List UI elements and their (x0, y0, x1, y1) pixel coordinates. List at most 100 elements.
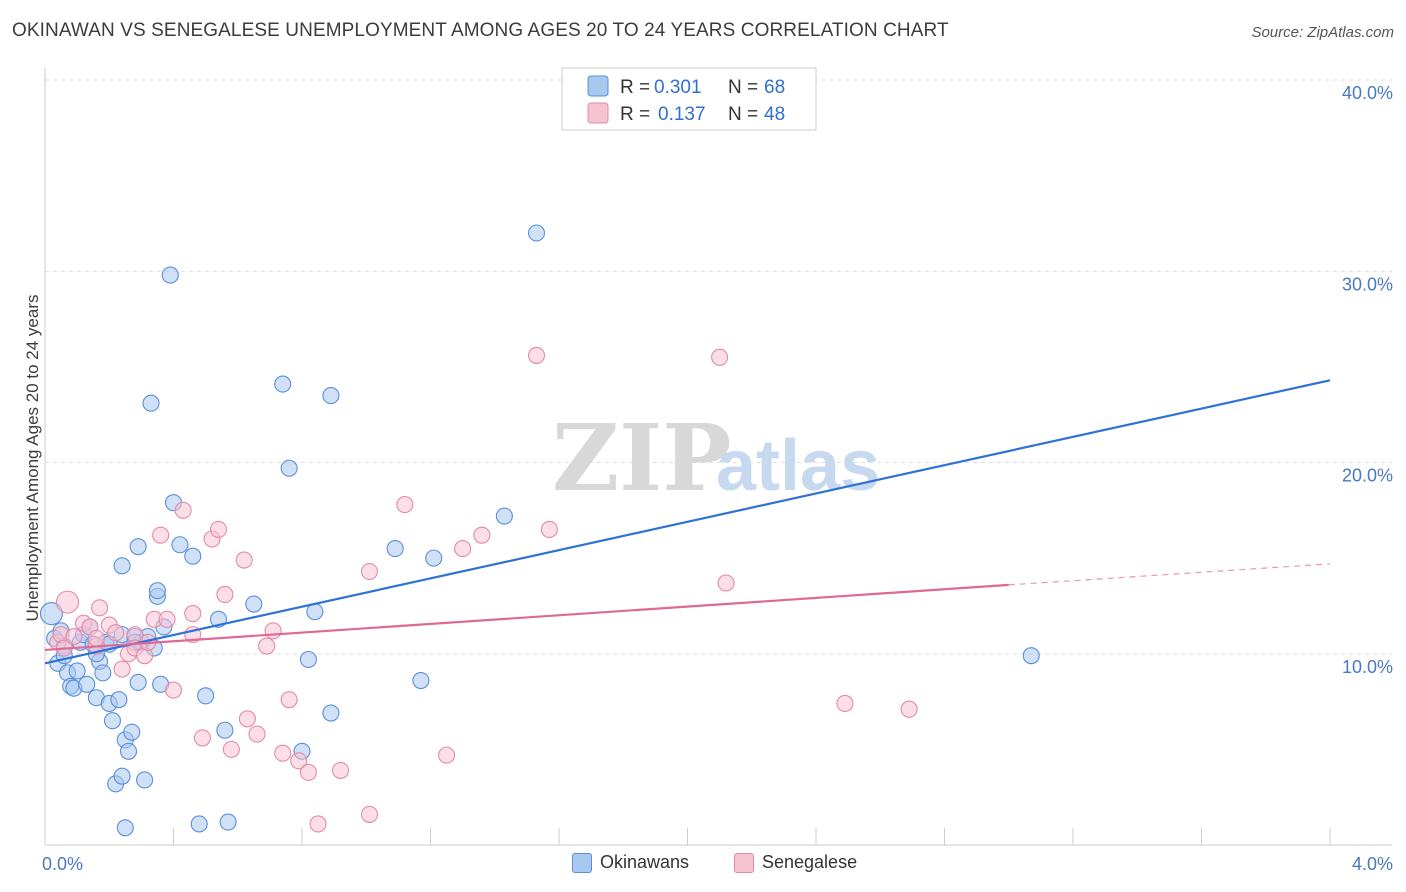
y-tick-label-3: 40.0% (1342, 83, 1393, 103)
okinawans-point-64 (1022, 647, 1040, 665)
senegalese-point-11 (107, 624, 125, 642)
bottom-legend-okinawans: Okinawans (572, 852, 689, 873)
senegalese-point-19 (152, 526, 170, 544)
okinawans-point-57 (322, 704, 340, 722)
okinawans-point-61 (425, 549, 443, 567)
okinawans-point-24 (113, 767, 131, 785)
series-okinawans-points (39, 224, 1040, 837)
okinawans-point-27 (116, 819, 134, 837)
senegalese-point-12 (113, 660, 131, 678)
senegalese-point-41 (360, 805, 379, 823)
legend-n-value-2: 48 (764, 104, 785, 125)
senegalese-point-9 (91, 599, 109, 617)
trend-lines (44, 379, 1331, 665)
bottom-legend-swatch-senegalese (734, 852, 754, 873)
okinawans-point-44 (171, 536, 189, 554)
senegalese-point-8 (87, 629, 105, 648)
senegalese-point-45 (454, 540, 472, 558)
x-tick-label-1: 4.0% (1352, 854, 1393, 874)
senegalese-point-38 (299, 763, 317, 781)
okinawans-point-49 (216, 721, 234, 739)
okinawans-point-39 (148, 582, 166, 600)
senegalese-point-48 (540, 520, 558, 538)
y-tick-labels: 10.0% 20.0% 30.0% 40.0% (1342, 83, 1393, 677)
okinawans-point-34 (136, 771, 154, 789)
senegalese-point-29 (222, 740, 240, 758)
x-tick-label-0: 0.0% (42, 854, 83, 874)
legend-r-label-2: R = (620, 104, 650, 125)
bottom-legend-swatch-okinawans (572, 852, 592, 873)
okinawans-point-62 (495, 507, 513, 525)
okinawans-point-16 (94, 664, 112, 682)
okinawans-point-58 (322, 387, 340, 405)
okinawans-point-52 (274, 375, 292, 393)
okinawans-point-22 (110, 691, 128, 709)
senegalese-point-44 (438, 746, 456, 764)
senegalese-point-3 (55, 590, 80, 614)
senegalese-point-33 (258, 637, 276, 655)
y-tick-label-0: 10.0% (1342, 657, 1393, 677)
bottom-legend-label-okinawans: Okinawans (600, 852, 690, 872)
legend-swatch-senegalese (587, 102, 609, 124)
senegalese-trend-line (44, 583, 1009, 652)
senegalese-point-40 (331, 761, 350, 779)
source-label: Source: ZipAtlas.com (1251, 24, 1394, 41)
senegalese-point-34 (264, 622, 282, 640)
senegalese-point-47 (527, 346, 546, 364)
senegalese-point-46 (473, 526, 491, 544)
okinawans-point-20 (103, 712, 122, 730)
axes (44, 68, 1392, 846)
legend-n-value-1: 68 (764, 77, 785, 98)
okinawans-point-0 (39, 602, 63, 626)
senegalese-point-22 (174, 501, 192, 519)
okinawans-point-53 (280, 459, 298, 477)
senegalese-point-28 (216, 585, 234, 604)
senegalese-point-4 (65, 627, 83, 646)
watermark-atlas: atlas (716, 426, 880, 506)
y-tick-label-2: 30.0% (1342, 274, 1393, 294)
senegalese-point-35 (274, 744, 292, 762)
legend-r-label-1: R = (620, 77, 650, 98)
senegalese-point-36 (280, 691, 298, 709)
okinawans-point-31 (129, 538, 147, 556)
okinawans-point-46 (190, 815, 208, 833)
senegalese-point-27 (209, 520, 228, 538)
watermark: ZIP atlas (552, 404, 880, 512)
legend: R = 0.301 N = 68 R = 0.137 N = 48 (561, 67, 817, 131)
senegalese-point-32 (248, 725, 266, 743)
series-senegalese-points (49, 346, 918, 833)
senegalese-point-52 (900, 700, 918, 718)
senegalese-point-31 (238, 710, 256, 728)
legend-r-value-2: 0.137 (658, 104, 706, 125)
okinawans-point-60 (412, 671, 430, 690)
okinawans-point-25 (113, 557, 131, 575)
senegalese-point-42 (360, 562, 379, 581)
okinawans-point-42 (161, 266, 179, 284)
okinawans-point-59 (386, 540, 404, 558)
okinawans-point-55 (299, 650, 317, 669)
senegalese-point-30 (235, 551, 253, 569)
bottom-legend-label-senegalese: Senegalese (762, 852, 858, 872)
okinawans-point-45 (184, 547, 202, 565)
senegalese-point-25 (193, 729, 211, 747)
y-axis-label: Unemployment Among Ages 20 to 24 years (23, 295, 42, 622)
y-tick-label-1: 20.0% (1342, 466, 1393, 486)
legend-n-label-1: N = (728, 77, 758, 98)
senegalese-point-37 (290, 752, 308, 770)
senegalese-point-39 (309, 815, 327, 833)
senegalese-point-51 (836, 694, 854, 713)
okinawans-point-50 (219, 813, 237, 831)
okinawans-point-36 (142, 394, 160, 412)
senegalese-point-49 (711, 348, 729, 366)
okinawans-point-11 (78, 675, 96, 693)
okinawans-point-29 (123, 723, 141, 741)
senegalese-point-21 (164, 681, 183, 699)
okinawans-point-63 (527, 224, 546, 242)
bottom-legend-senegalese: Senegalese (734, 852, 857, 873)
x-tick-labels: 0.0% 4.0% (42, 854, 1393, 874)
legend-r-value-1: 0.301 (654, 77, 702, 98)
senegalese-trend-line-extension (1008, 563, 1331, 586)
okinawans-point-32 (129, 673, 147, 691)
legend-n-label-2: N = (728, 104, 758, 125)
